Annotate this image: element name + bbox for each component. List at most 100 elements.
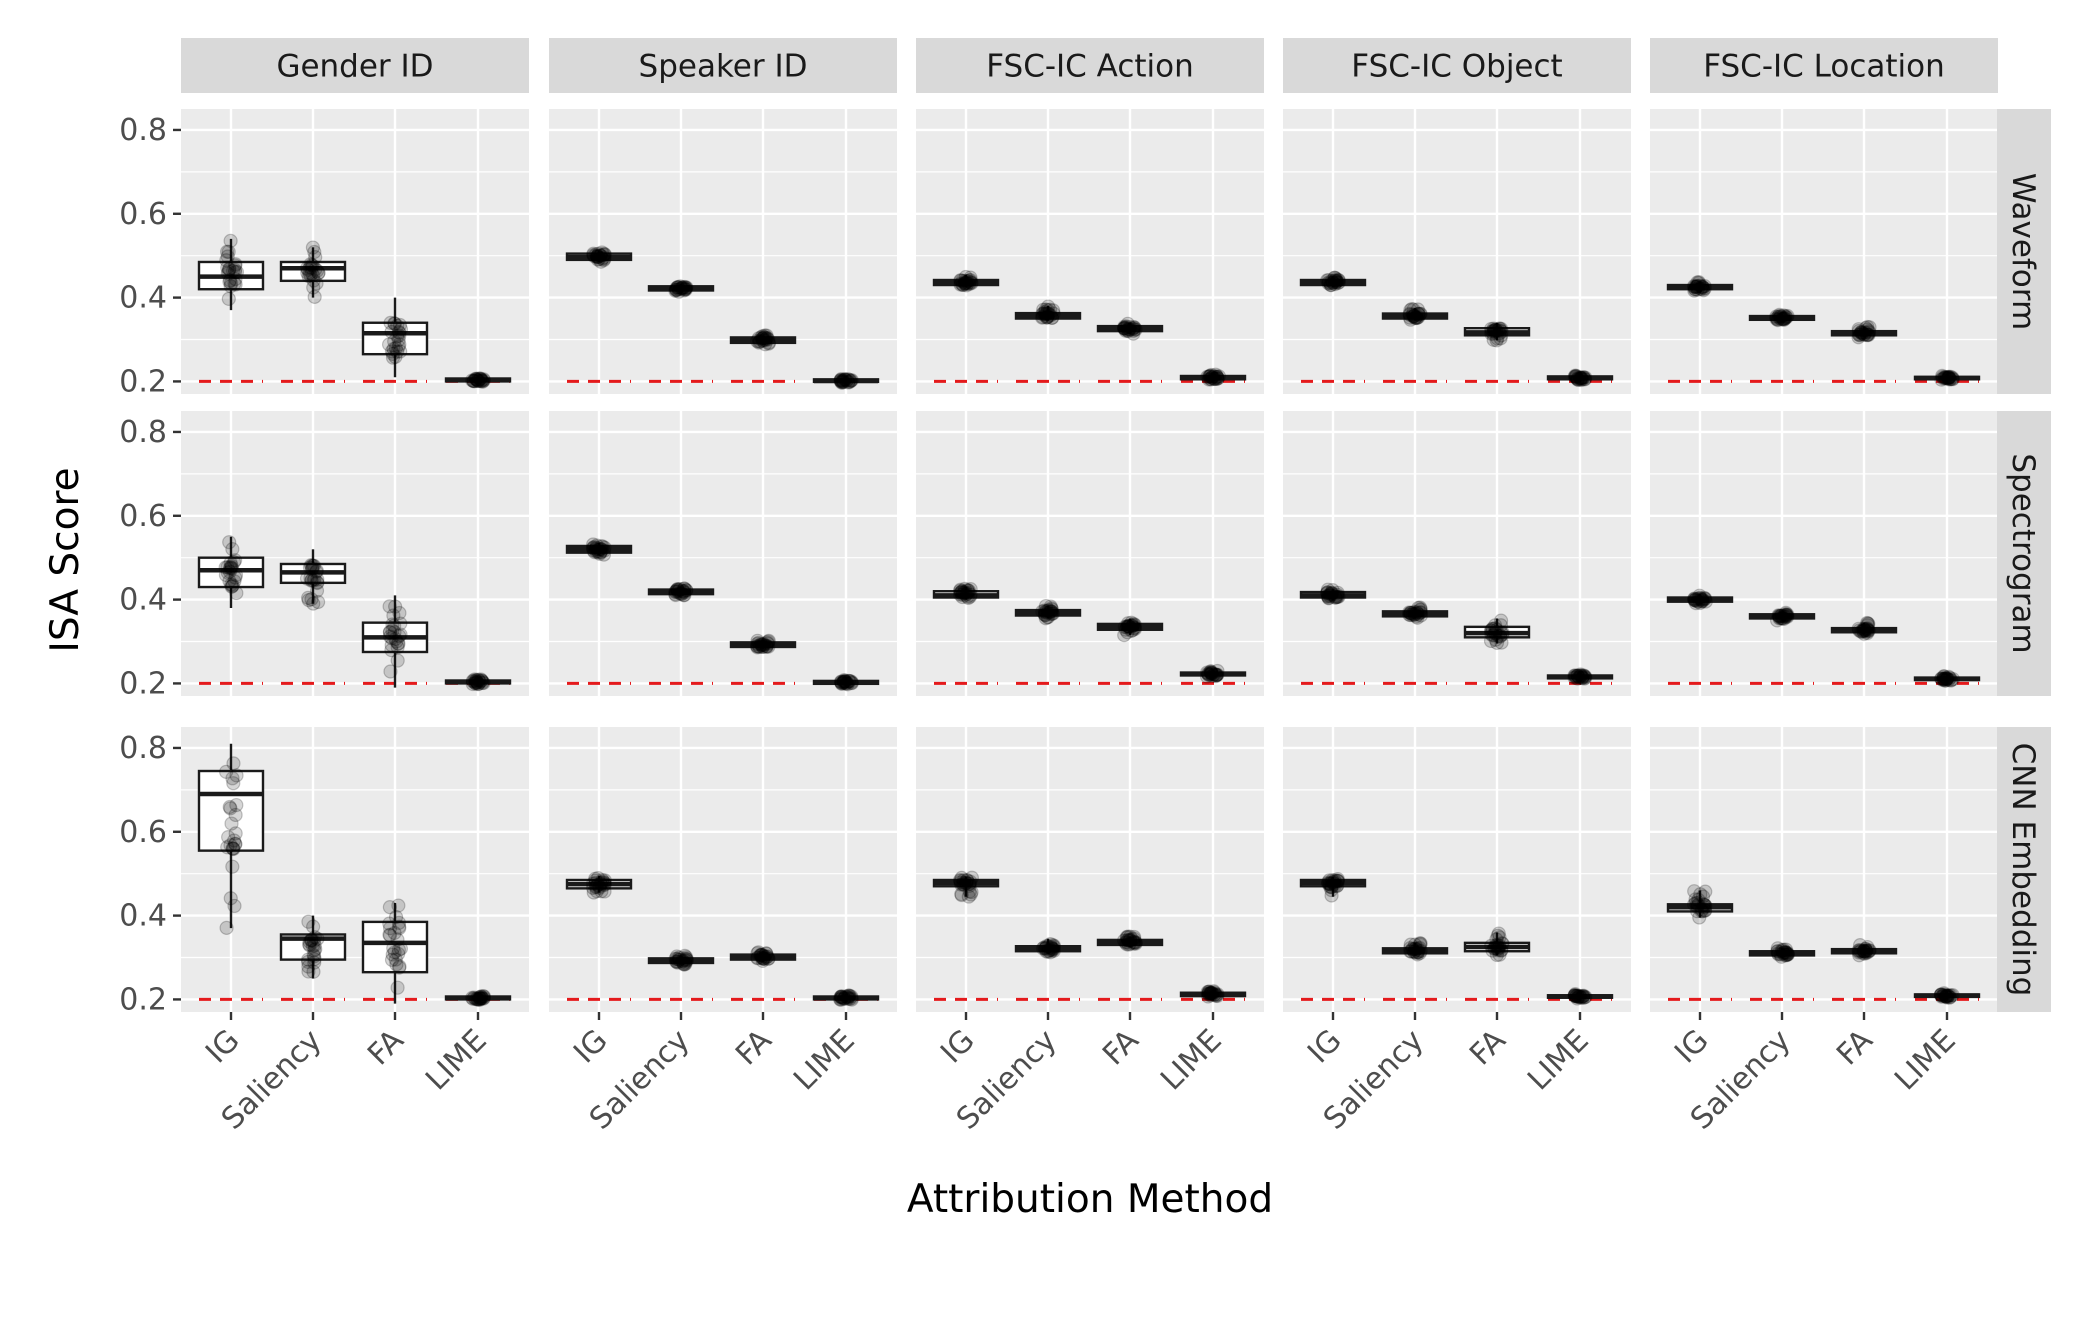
data-point — [958, 275, 973, 290]
data-point — [1203, 986, 1219, 1001]
data-point — [591, 542, 606, 557]
panel-background — [1650, 109, 1998, 394]
data-point — [957, 581, 972, 596]
data-point — [1041, 306, 1056, 322]
data-point — [1325, 275, 1341, 290]
data-point — [311, 265, 326, 281]
data-point — [1776, 311, 1792, 327]
data-point — [1038, 307, 1053, 322]
data-point — [837, 673, 852, 688]
data-point — [841, 988, 856, 1003]
data-point — [1327, 876, 1342, 892]
data-point — [472, 992, 487, 1007]
data-point — [671, 280, 686, 295]
data-point — [1852, 328, 1867, 343]
data-point — [961, 583, 977, 598]
x-tick-label: LIME — [419, 1023, 494, 1098]
data-point — [307, 943, 322, 958]
data-point — [1328, 590, 1344, 605]
data-point — [1403, 605, 1418, 621]
data-point — [750, 636, 765, 652]
data-point — [677, 279, 692, 295]
data-point — [836, 675, 851, 690]
data-point — [838, 674, 853, 689]
data-point — [755, 639, 770, 654]
data-point — [1327, 873, 1342, 888]
data-point — [384, 638, 399, 653]
data-point — [964, 275, 979, 290]
data-point — [670, 280, 685, 295]
data-point — [597, 247, 612, 262]
data-point — [841, 988, 856, 1003]
data-point — [597, 251, 612, 266]
data-point — [392, 337, 407, 352]
data-point — [466, 373, 481, 388]
data-point — [679, 583, 694, 598]
data-point — [390, 640, 405, 655]
data-point — [1119, 320, 1134, 335]
data-point — [1326, 875, 1341, 890]
data-point — [595, 539, 610, 554]
data-point — [218, 560, 233, 575]
y-tick-label: 0.6 — [119, 499, 167, 534]
data-point — [1770, 312, 1786, 327]
data-point — [595, 542, 610, 557]
data-point — [1040, 303, 1055, 318]
data-point — [392, 325, 407, 341]
data-point — [1860, 625, 1875, 641]
data-point — [391, 324, 407, 340]
data-point — [953, 273, 969, 288]
data-point — [470, 675, 485, 690]
data-point — [749, 333, 765, 349]
data-point — [1860, 618, 1875, 633]
panel-2-4 — [1650, 727, 1998, 1012]
data-point — [1571, 989, 1586, 1004]
data-point — [1488, 323, 1503, 338]
data-point — [1121, 929, 1136, 944]
data-point — [1202, 369, 1217, 384]
data-point — [759, 331, 774, 346]
data-point — [963, 582, 978, 597]
data-point — [1330, 878, 1345, 893]
data-point — [834, 989, 849, 1005]
data-point — [1120, 933, 1136, 948]
data-point — [310, 575, 325, 590]
data-point — [220, 260, 235, 275]
data-point — [310, 931, 325, 946]
data-point — [385, 947, 400, 962]
data-point — [840, 372, 855, 387]
data-point — [1203, 988, 1218, 1003]
data-point — [1037, 607, 1052, 622]
data-point — [753, 947, 769, 963]
data-point — [1774, 611, 1789, 626]
y-tick-label: 0.8 — [119, 415, 167, 450]
data-point — [1575, 370, 1590, 385]
data-point — [1570, 668, 1585, 684]
data-point — [1778, 309, 1793, 324]
data-point — [1935, 369, 1950, 385]
data-point — [594, 245, 610, 260]
data-point — [1126, 618, 1141, 633]
data-point — [1330, 589, 1345, 604]
data-point — [306, 964, 321, 979]
data-point — [1687, 279, 1702, 295]
data-point — [1209, 371, 1224, 386]
data-point — [958, 587, 973, 603]
data-point — [1402, 307, 1417, 322]
data-point — [1413, 937, 1428, 952]
data-point — [299, 261, 315, 276]
data-point — [468, 674, 484, 689]
data-point — [750, 950, 765, 965]
data-point — [1127, 617, 1142, 633]
data-point — [1207, 667, 1223, 682]
data-point — [1778, 607, 1793, 622]
data-point — [1495, 625, 1510, 640]
data-point — [1690, 898, 1705, 913]
data-point — [836, 675, 851, 690]
data-point — [1123, 929, 1138, 944]
data-point — [1043, 945, 1058, 960]
data-point — [473, 991, 488, 1006]
data-point — [393, 344, 408, 359]
data-point — [1324, 880, 1339, 895]
data-point — [833, 373, 849, 388]
